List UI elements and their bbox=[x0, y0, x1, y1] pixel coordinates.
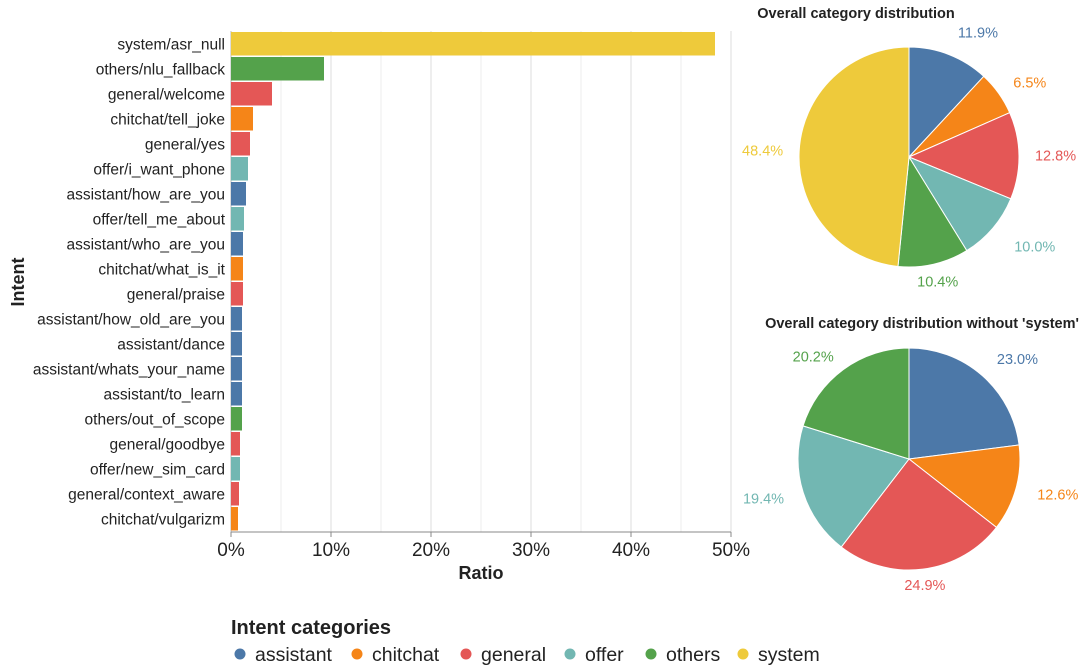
pie-overall-label-chitchat: 6.5% bbox=[1013, 76, 1046, 92]
pie-without-system-slices bbox=[797, 347, 1021, 571]
bar-others-out-of-scope bbox=[231, 407, 242, 431]
pie-without-system-label-chitchat: 12.6% bbox=[1037, 487, 1078, 503]
y-tick-label-general-welcome: general/welcome bbox=[108, 86, 225, 103]
y-tick-label-general-praise: general/praise bbox=[127, 286, 225, 303]
bar-general-context-aware bbox=[231, 482, 239, 506]
bar-assistant-whats-your-name bbox=[231, 357, 242, 381]
pie-overall-labels: 11.9% 6.5% 12.8% 10.0% 10.4% 48.4% bbox=[742, 25, 1076, 290]
legend-items: assistant chitchat general offer others syste… bbox=[234, 644, 820, 666]
bar-chitchat-vulgarizm bbox=[231, 507, 238, 531]
bar-assistant-dance bbox=[231, 332, 242, 356]
x-tick-label-50: 50% bbox=[712, 540, 750, 561]
legend-label-others: others bbox=[666, 644, 720, 666]
y-tick-label-chitchat-what-is-it: chitchat/what_is_it bbox=[98, 261, 225, 278]
x-tick-label-0: 0% bbox=[217, 540, 245, 561]
bar-assistant-how-are-you bbox=[231, 182, 246, 206]
legend-label-chitchat: chitchat bbox=[372, 644, 440, 666]
pie-overall-title: Overall category distribution bbox=[757, 6, 954, 22]
x-tick-label-30: 30% bbox=[512, 540, 550, 561]
bar-others-nlu-fallback bbox=[231, 57, 324, 81]
legend-swatch-general bbox=[460, 648, 472, 660]
bar-y-tick-labels: system/asr_null others/nlu_fallbackgenera… bbox=[33, 36, 226, 528]
legend-label-assistant: assistant bbox=[255, 644, 333, 666]
bar-offer-tell-me-about bbox=[231, 207, 244, 231]
bar-assistant-how-old-are-you bbox=[231, 307, 242, 331]
legend-label-system: system bbox=[758, 644, 820, 666]
bar-assistant-to-learn bbox=[231, 382, 242, 406]
bar-gridlines bbox=[230, 31, 732, 532]
legend-label-general: general bbox=[481, 644, 546, 666]
bar-offer-new-sim-card bbox=[231, 457, 240, 481]
y-tick-label-general-yes: general/yes bbox=[145, 136, 225, 153]
bar-system-asr-null bbox=[231, 32, 715, 56]
pie-chart-overall: Overall category distribution 11.9%6.5%1… bbox=[742, 6, 1076, 291]
bar-general-yes bbox=[231, 132, 250, 156]
pie-without-system-label-assistant: 23.0% bbox=[997, 352, 1038, 368]
pie-overall-label-system: 48.4% bbox=[742, 144, 783, 160]
y-tick-label-general-goodbye: general/goodbye bbox=[110, 436, 226, 453]
pie-overall-label-assistant: 11.9% bbox=[958, 25, 998, 41]
legend-label-offer: offer bbox=[585, 644, 624, 666]
x-tick-label-20: 20% bbox=[412, 540, 450, 561]
legend-swatch-assistant bbox=[234, 648, 246, 660]
pie-without-system-title: Overall category distribution without 's… bbox=[765, 316, 1079, 332]
y-tick-label-assistant-how-old-are-you: assistant/how_old_are_you bbox=[37, 311, 225, 328]
y-tick-label-offer-i-want-phone: offer/i_want_phone bbox=[93, 161, 225, 178]
pie-overall-slice-assistant bbox=[908, 46, 985, 159]
pie-overall-label-offer: 10.0% bbox=[1014, 239, 1055, 255]
y-tick-label-others-nlu-fallback: others/nlu_fallback bbox=[96, 61, 225, 78]
bar-marks bbox=[231, 32, 715, 531]
pie-without-system-slice-general bbox=[840, 458, 998, 571]
legend-swatch-chitchat bbox=[351, 648, 363, 660]
pie-without-system-labels: 23.0% 12.6% 24.9% 19.4% 20.2% bbox=[743, 350, 1079, 594]
y-tick-label-chitchat-tell-joke: chitchat/tell_joke bbox=[110, 111, 225, 128]
y-axis-title: Intent bbox=[8, 258, 28, 307]
legend-title: Intent categories bbox=[231, 617, 391, 639]
y-tick-label-system-asr-null: system/asr_null bbox=[117, 36, 225, 53]
y-tick-label-assistant-to-learn: assistant/to_learn bbox=[104, 386, 226, 403]
bar-chitchat-tell-joke bbox=[231, 107, 253, 131]
pie-overall-label-general: 12.8% bbox=[1035, 148, 1076, 164]
y-tick-label-offer-tell-me-about: offer/tell_me_about bbox=[93, 211, 226, 228]
pie-overall-slice-system bbox=[798, 46, 910, 267]
bar-assistant-who-are-you bbox=[231, 232, 243, 256]
bar-general-welcome bbox=[231, 82, 272, 106]
bar-general-goodbye bbox=[231, 432, 240, 456]
bar-offer-i-want-phone bbox=[231, 157, 248, 181]
pie-without-system-slice-assistant bbox=[908, 347, 1020, 460]
y-tick-label-assistant-dance: assistant/dance bbox=[117, 336, 225, 353]
y-tick-label-assistant-how-are-you: assistant/how_are_you bbox=[66, 186, 225, 203]
pie-without-system-slice-offer bbox=[797, 425, 910, 548]
legend: Intent categories assistant chitchat gener… bbox=[231, 617, 820, 666]
y-tick-label-chitchat-vulgarizm: chitchat/vulgarizm bbox=[101, 511, 225, 528]
y-tick-label-assistant-who-are-you: assistant/who_are_you bbox=[66, 236, 225, 253]
legend-swatch-others bbox=[645, 648, 657, 660]
pie-without-system-slice-chitchat bbox=[907, 444, 1021, 529]
pie-chart-without-system: Overall category distribution without 's… bbox=[743, 316, 1079, 594]
bar-general-praise bbox=[231, 282, 243, 306]
bar-x-tick-labels: 0% 10% 20% 30% 40% 50% bbox=[217, 532, 750, 561]
x-tick-label-40: 40% bbox=[612, 540, 650, 561]
pie-overall-slice-others bbox=[897, 155, 968, 268]
bar-chart: system/asr_null others/nlu_fallbackgenera… bbox=[8, 31, 750, 583]
x-tick-label-10: 10% bbox=[312, 540, 350, 561]
y-tick-label-others-out-of-scope: others/out_of_scope bbox=[85, 411, 225, 428]
pie-without-system-slice-others bbox=[802, 347, 910, 460]
pie-without-system-label-general: 24.9% bbox=[904, 578, 945, 594]
y-tick-label-offer-new-sim-card: offer/new_sim_card bbox=[90, 461, 225, 478]
pie-without-system-label-others: 20.2% bbox=[793, 350, 834, 366]
y-tick-label-assistant-whats-your-name: assistant/whats_your_name bbox=[33, 361, 225, 378]
x-axis-title: Ratio bbox=[459, 563, 504, 583]
pie-without-system-label-offer: 19.4% bbox=[743, 491, 784, 507]
pie-overall-label-others: 10.4% bbox=[917, 275, 958, 291]
pie-overall-slice-general bbox=[907, 112, 1020, 200]
pie-overall-slices bbox=[798, 46, 1020, 268]
legend-swatch-system bbox=[737, 648, 749, 660]
bar-chitchat-what-is-it bbox=[231, 257, 243, 281]
y-tick-label-general-context-aware: general/context_aware bbox=[68, 486, 225, 503]
legend-swatch-offer bbox=[564, 648, 576, 660]
